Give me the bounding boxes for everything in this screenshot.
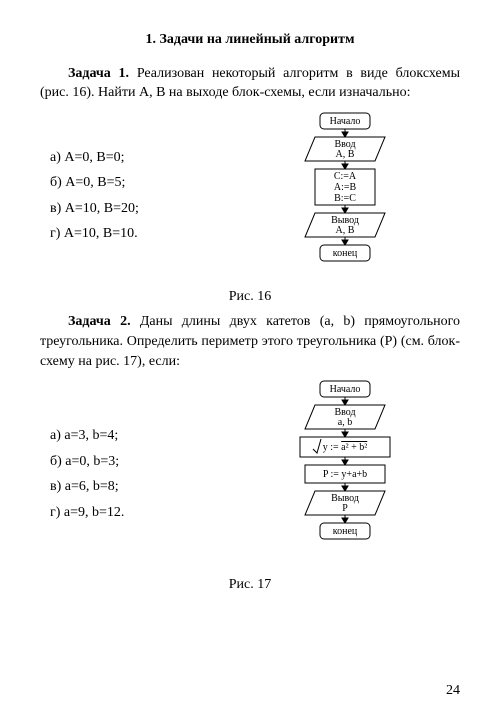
task1-opt-b: б) A=0, B=5; [50,173,210,193]
fc1-p2: A:=B [334,182,357,193]
task1-opt-v: в) A=10, B=20; [50,199,210,219]
task1-options: а) A=0, B=0; б) A=0, B=5; в) A=10, B=20;… [40,142,210,250]
fc1-end: конец [333,248,358,259]
task1-label: Задача 1. [68,66,129,81]
fig16-caption: Рис. 16 [40,287,460,307]
fc1-p3: B:=C [334,193,356,204]
fc2-in2: a, b [338,417,352,428]
task2-options: а) a=3, b=4; б) a=0, b=3; в) a=6, b=8; г… [40,420,210,528]
task1-opt-g: г) A=10, B=10. [50,224,210,244]
page-number: 24 [446,681,460,701]
fc1-out2: A, B [336,225,355,236]
fc2-end: конец [333,526,358,537]
fc1-in2: A, B [336,149,355,160]
task2-opt-g: г) a=9, b=12. [50,503,210,523]
svg-text:y := a² + b²: y := a² + b² [323,442,368,453]
task2-opt-a: а) a=3, b=4; [50,426,210,446]
task2-label: Задача 2. [68,314,131,329]
task2-opt-v: в) a=6, b=8; [50,477,210,497]
task1-flowchart: Начало Ввод A, B C:=A A:=B B:=C Вывод A,… [230,111,460,281]
task2-paragraph: Задача 2. Даны длины двух катетов (a, b)… [40,312,460,371]
task1-row: а) A=0, B=0; б) A=0, B=5; в) A=10, B=20;… [40,111,460,281]
task2-flowchart: Начало Ввод a, b y := a² + b² P := y+a+b… [230,379,460,569]
fig17-caption: Рис. 17 [40,575,460,595]
section-title: 1. Задачи на линейный алгоритм [40,30,460,50]
fc2-out2: P [342,503,348,514]
task2-row: а) a=3, b=4; б) a=0, b=3; в) a=6, b=8; г… [40,379,460,569]
task1-opt-a: а) A=0, B=0; [50,148,210,168]
fc1-start: Начало [330,116,361,127]
task1-paragraph: Задача 1. Реализован некоторый алгоритм … [40,64,460,103]
fc2-proc2: P := y+a+b [323,469,367,480]
fc1-p1: C:=A [334,171,357,182]
task2-opt-b: б) a=0, b=3; [50,452,210,472]
fc2-start: Начало [330,384,361,395]
